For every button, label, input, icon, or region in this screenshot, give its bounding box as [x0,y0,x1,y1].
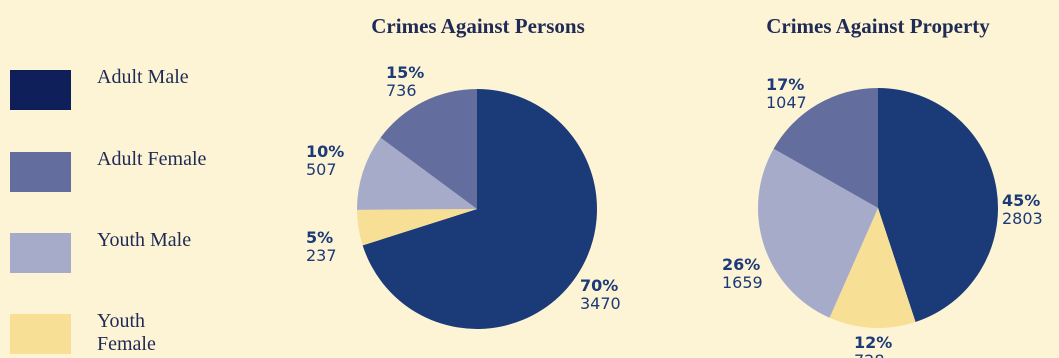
slice-percent-label-adult-female: 17% [766,75,804,94]
legend: Adult Male Adult Female Youth Male Youth… [0,0,206,358]
slice-count-label-adult-female: 1047 [766,93,807,112]
legend-label-adult-female: Adult Female [97,148,207,170]
slice-percent-label-youth-female: 5% [306,228,333,247]
pie-chart-property: Crimes Against Property 45%2803 12%728 26%… [722,0,1043,358]
slice-percent-label-adult-female: 15% [386,63,424,82]
pie-slice-adult-male [878,88,999,322]
legend-label-youth-female: Youth Female [97,310,156,355]
slice-count-label-youth-male: 1659 [722,273,763,292]
legend-swatch-adult-male [10,70,71,110]
chart-title-property: Crimes Against Property [766,14,990,38]
slice-percent-label-youth-female: 12% [854,333,892,352]
legend-label-adult-male: Adult Male [97,66,189,88]
slice-count-label-youth-female: 237 [306,246,337,265]
pie-svg-persons: 70%3470 5%237 10%507 15%736 [306,63,621,330]
slice-percent-label-youth-male: 26% [722,255,760,274]
pie-slice-adult-male [362,89,597,330]
chart-title-persons: Crimes Against Persons [371,14,585,38]
legend-swatch-youth-female [10,314,71,354]
slice-count-label-youth-male: 507 [306,160,337,179]
slice-count-label-adult-female: 736 [386,81,417,100]
pie-slice-youth-male [357,137,477,210]
legend-swatch-adult-female [10,152,71,192]
slice-count-label-adult-male: 2803 [1002,209,1043,228]
pie-chart-persons: Crimes Against Persons 70% 3470 5% 237 10% 50… [306,0,626,358]
slice-count-label-youth-female: 728 [854,351,885,358]
pie-slice-youth-female [829,208,916,328]
pie-slice-adult-female [773,88,878,208]
slice-percent-label-youth-male: 10% [306,142,344,161]
legend-swatch-youth-male [10,233,71,273]
pie-slice-youth-female [357,209,477,246]
pie-svg-property: 45%2803 12%728 26%1659 17%1047 [722,75,1043,358]
slice-count-label-adult-male: 3470 [580,294,621,313]
pie-slice-adult-female [380,89,477,209]
legend-label-youth-male: Youth Male [97,229,192,251]
pie-slice-youth-male [758,148,878,318]
slice-percent-label-adult-male: 70% [580,276,618,295]
slice-percent-label-adult-male: 45% [1002,191,1040,210]
